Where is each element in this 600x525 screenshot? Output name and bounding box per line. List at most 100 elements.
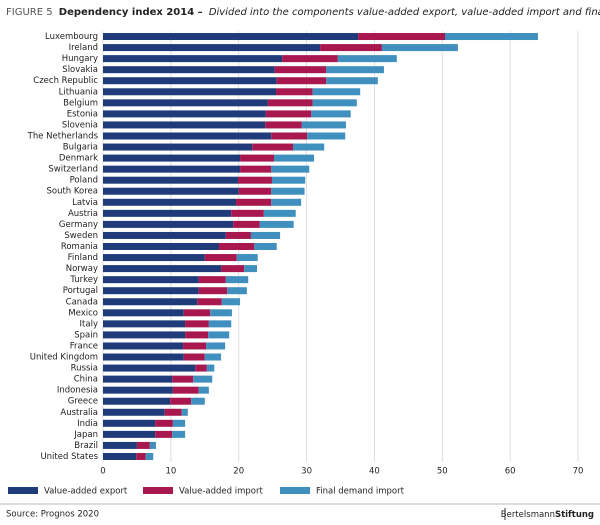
y-tick-label: Sweden	[64, 231, 98, 241]
bar-segment	[103, 452, 137, 460]
bar-segment	[103, 419, 156, 427]
bar-segment	[236, 198, 272, 206]
bar-segment	[170, 397, 192, 405]
bar-segment	[103, 99, 268, 107]
y-tick-label: Germany	[59, 220, 98, 230]
x-tick-label: 10	[165, 467, 176, 477]
bar-segment	[195, 364, 207, 372]
bar-segment	[206, 342, 226, 350]
bar-segment	[183, 342, 207, 350]
bar-segment	[103, 231, 226, 239]
legend-swatch	[143, 487, 173, 494]
bar-segment	[238, 187, 272, 195]
source: Source: Prognos 2020	[6, 510, 99, 520]
bar-segment	[103, 243, 220, 250]
bar-segment	[244, 265, 258, 273]
bar-segment	[155, 430, 173, 438]
bar-segment	[271, 187, 305, 195]
bar-segment	[208, 320, 232, 328]
bar-segment	[208, 331, 230, 339]
subtitle: Divided into the components value-added …	[209, 7, 600, 18]
bar-segment	[276, 88, 313, 96]
x-tick-label: 40	[369, 467, 380, 477]
bar-segment	[103, 397, 171, 405]
y-tick-label: Bulgaria	[63, 143, 98, 153]
y-tick-label: Russia	[71, 364, 98, 374]
y-tick-label: Czech Republic	[33, 76, 98, 86]
bar-segment	[210, 309, 232, 317]
bar-segment	[103, 265, 222, 273]
bar-segment	[103, 386, 173, 394]
bar-segment	[172, 386, 199, 394]
bar-segment	[233, 220, 260, 228]
bar-segment	[103, 132, 272, 140]
bar-segment	[103, 55, 283, 63]
bar-segment	[103, 430, 156, 438]
bar-segment	[326, 66, 384, 74]
bar-segment	[206, 364, 215, 372]
bar-segment	[263, 209, 296, 217]
brand: BertelsmannStiftung	[501, 510, 594, 520]
legend-swatch	[280, 487, 310, 494]
bar-segment	[103, 198, 236, 206]
bar-segment	[337, 55, 397, 63]
y-tick-label: India	[77, 419, 98, 429]
bar-segment	[103, 88, 277, 96]
y-tick-label: Brazil	[74, 441, 98, 451]
bar-segment	[259, 220, 294, 228]
y-tick-label: Turkey	[69, 275, 98, 285]
bar-segment	[254, 243, 277, 250]
legend-label: Value-added import	[179, 487, 263, 497]
y-tick-label: United Kingdom	[30, 353, 98, 363]
bar-segment	[136, 441, 150, 449]
bar-segment	[103, 209, 232, 217]
y-tick-label: United States	[40, 452, 98, 462]
bar-segment	[103, 44, 321, 52]
y-tick-label: Australia	[60, 408, 98, 418]
bar-segment	[103, 276, 199, 284]
bar-segment	[103, 77, 277, 85]
bar-segment	[197, 298, 222, 306]
figure-label: FIGURE 5	[6, 7, 53, 18]
bar-segment	[227, 287, 247, 295]
bar-segment	[204, 353, 222, 361]
bar-segment	[103, 287, 199, 295]
bar-segment	[103, 320, 186, 328]
y-tick-label: Hungary	[62, 54, 98, 64]
bar-segment	[311, 110, 351, 118]
y-tick-label: Luxembourg	[45, 32, 98, 42]
y-tick-label: Canada	[66, 297, 98, 307]
bar-segment	[136, 452, 146, 460]
bar-segment	[198, 386, 209, 394]
bar-segment	[103, 110, 266, 118]
bar-segment	[172, 375, 194, 383]
bar-segment	[103, 176, 239, 184]
y-tick-label: Lithuania	[59, 87, 98, 97]
y-tick-label: Romania	[61, 242, 98, 252]
bar-segment	[103, 309, 184, 317]
bar-segment	[103, 121, 266, 129]
chart-title: FIGURE 5 Dependency index 2014 – Divided…	[6, 7, 600, 18]
bar-segment	[219, 243, 255, 250]
bar-segment	[103, 66, 275, 74]
y-tick-label: Greece	[68, 397, 98, 407]
bar-segment	[103, 353, 184, 361]
bar-segment	[193, 375, 213, 383]
y-tick-label: Indonesia	[57, 386, 98, 396]
bar-segment	[221, 298, 241, 306]
bar-segment	[225, 276, 249, 284]
y-tick-label: Poland	[70, 176, 98, 186]
bar-segment	[149, 441, 156, 449]
bar-segment	[238, 176, 272, 184]
bar-segment	[103, 298, 198, 306]
bar-segment	[252, 143, 293, 151]
bar-segment	[103, 364, 196, 372]
bar-segment	[191, 397, 205, 405]
bar-segment	[265, 121, 302, 129]
bar-segment	[274, 66, 327, 74]
bar-segment	[204, 254, 237, 262]
y-tick-label: Norway	[66, 264, 98, 274]
bar-segment	[172, 430, 186, 438]
bar-segment	[183, 353, 205, 361]
y-tick-label: France	[70, 341, 98, 351]
